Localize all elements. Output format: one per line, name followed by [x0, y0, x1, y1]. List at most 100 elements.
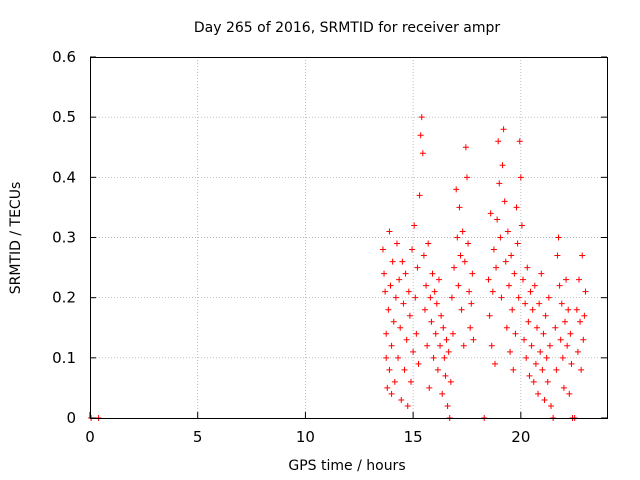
data-point	[456, 204, 463, 211]
plot-frame	[90, 57, 608, 419]
data-point	[552, 324, 559, 331]
data-point	[429, 270, 436, 277]
data-point	[421, 306, 428, 313]
x-tick-label: 5	[193, 428, 203, 446]
data-point	[428, 318, 435, 325]
data-point	[525, 318, 532, 325]
data-point	[485, 276, 492, 283]
data-point	[458, 306, 465, 313]
data-point	[497, 234, 504, 241]
data-point	[418, 114, 425, 121]
data-point	[580, 336, 587, 343]
data-point	[440, 324, 447, 331]
grid	[90, 57, 607, 418]
data-point	[392, 294, 399, 301]
data-point	[510, 366, 517, 373]
y-tick-label: 0.5	[52, 108, 76, 126]
data-point	[411, 222, 418, 229]
data-point	[531, 282, 538, 289]
data-point	[420, 252, 427, 259]
data-point	[557, 336, 564, 343]
data-point	[447, 378, 454, 385]
data-point	[504, 228, 511, 235]
data-point	[517, 174, 524, 181]
data-point	[516, 138, 523, 145]
data-point	[558, 300, 565, 307]
data-point	[463, 174, 470, 181]
data-point	[416, 192, 423, 199]
data-point	[486, 312, 493, 319]
data-point	[397, 324, 404, 331]
x-axis-label: GPS time / hours	[288, 458, 405, 474]
data-point	[410, 348, 417, 355]
data-point	[495, 138, 502, 145]
data-point	[384, 384, 391, 391]
data-point	[398, 396, 405, 403]
data-point	[388, 342, 395, 349]
data-point	[490, 246, 497, 253]
data-point	[469, 270, 476, 277]
data-point	[455, 282, 462, 289]
data-point	[556, 282, 563, 289]
data-point	[509, 306, 516, 313]
data-point	[454, 234, 461, 241]
data-point	[545, 294, 552, 301]
data-point	[541, 396, 548, 403]
data-point	[508, 252, 515, 259]
data-point	[383, 354, 390, 361]
data-point	[519, 276, 526, 283]
y-tick-label: 0.2	[52, 289, 76, 307]
data-point	[393, 240, 400, 247]
data-point	[539, 366, 546, 373]
data-point	[457, 252, 464, 259]
data-point	[382, 288, 389, 295]
data-point	[522, 300, 529, 307]
data-point	[470, 336, 477, 343]
data-point	[537, 348, 544, 355]
data-point	[528, 342, 535, 349]
data-point	[493, 264, 500, 271]
data-point	[555, 234, 562, 241]
data-point	[496, 180, 503, 187]
data-point	[523, 354, 530, 361]
data-point	[554, 252, 561, 259]
data-point	[553, 366, 560, 373]
data-point	[518, 222, 525, 229]
data-point	[415, 360, 422, 367]
data-point	[425, 240, 432, 247]
data-point	[432, 330, 439, 337]
data-point	[387, 282, 394, 289]
data-point	[426, 384, 433, 391]
data-point	[390, 318, 397, 325]
data-point	[536, 300, 543, 307]
data-point	[582, 288, 589, 295]
data-point	[468, 300, 475, 307]
data-point	[437, 342, 444, 349]
data-point	[514, 240, 521, 247]
data-point	[529, 306, 536, 313]
data-point	[500, 126, 507, 133]
data-point	[467, 324, 474, 331]
data-point	[430, 354, 437, 361]
y-tick-label: 0.6	[52, 48, 76, 66]
data-point	[465, 240, 472, 247]
data-point	[499, 162, 506, 169]
data-point	[507, 348, 514, 355]
data-point	[434, 366, 441, 373]
y-tick-label: 0	[66, 409, 76, 427]
data-point	[547, 402, 554, 409]
data-point	[564, 342, 571, 349]
axis-ticks: 0 5 10 15 20 0 0.1 0.2 0.3 0.4 0.5 0.6	[52, 48, 607, 446]
data-point	[442, 372, 449, 379]
data-point	[431, 288, 438, 295]
data-point	[441, 354, 448, 361]
data-point	[414, 264, 421, 271]
data-point	[538, 270, 545, 277]
data-point	[535, 390, 542, 397]
data-point	[404, 402, 411, 409]
data-point	[533, 324, 540, 331]
chart-title: Day 265 of 2016, SRMTID for receiver amp…	[194, 20, 501, 36]
data-point	[563, 276, 570, 283]
data-point	[524, 264, 531, 271]
